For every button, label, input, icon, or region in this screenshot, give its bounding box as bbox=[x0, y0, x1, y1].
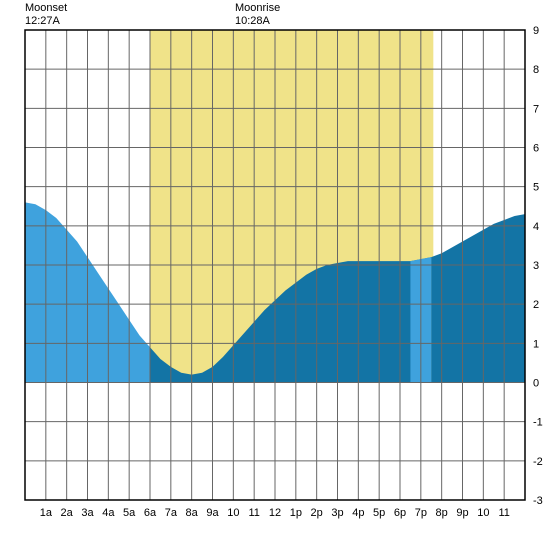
x-tick: 3p bbox=[331, 507, 343, 519]
x-tick: 1p bbox=[290, 507, 302, 519]
x-tick: 9p bbox=[456, 507, 468, 519]
x-tick: 9a bbox=[206, 507, 219, 519]
y-tick: 0 bbox=[533, 378, 539, 390]
x-tick: 10 bbox=[477, 507, 489, 519]
y-tick: 5 bbox=[533, 182, 539, 194]
x-tick: 5p bbox=[373, 507, 385, 519]
x-tick: 10 bbox=[227, 507, 239, 519]
x-tick: 7a bbox=[165, 507, 178, 519]
x-tick: 2p bbox=[311, 507, 323, 519]
y-tick: -2 bbox=[533, 456, 543, 468]
y-tick: 6 bbox=[533, 143, 539, 155]
chart-svg: -3-2-101234567891a2a3a4a5a6a7a8a9a101112… bbox=[0, 0, 550, 550]
moonset-title: Moonset bbox=[25, 2, 67, 15]
y-tick: 8 bbox=[533, 64, 539, 76]
x-tick: 2a bbox=[61, 507, 74, 519]
y-tick: 4 bbox=[533, 221, 539, 233]
y-tick: -3 bbox=[533, 495, 543, 507]
x-tick: 12 bbox=[269, 507, 281, 519]
moonrise-time: 10:28A bbox=[235, 15, 280, 28]
y-tick: 3 bbox=[533, 260, 539, 272]
x-tick: 4p bbox=[352, 507, 364, 519]
x-tick: 1a bbox=[40, 507, 53, 519]
y-tick: 2 bbox=[533, 299, 539, 311]
moonset-time: 12:27A bbox=[25, 15, 67, 28]
x-tick: 6a bbox=[144, 507, 157, 519]
y-tick: 7 bbox=[533, 103, 539, 115]
tide-chart: Moonset 12:27A Moonrise 10:28A -3-2-1012… bbox=[0, 0, 550, 550]
x-tick: 11 bbox=[248, 507, 259, 519]
y-tick: 9 bbox=[533, 25, 539, 37]
y-tick: 1 bbox=[533, 338, 539, 350]
x-tick: 4a bbox=[102, 507, 115, 519]
x-tick: 7p bbox=[415, 507, 427, 519]
x-tick: 6p bbox=[394, 507, 406, 519]
x-tick: 8p bbox=[436, 507, 448, 519]
x-tick: 3a bbox=[81, 507, 94, 519]
moonrise-title: Moonrise bbox=[235, 2, 280, 15]
y-tick: -1 bbox=[533, 417, 543, 429]
x-tick: 5a bbox=[123, 507, 136, 519]
moonset-label: Moonset 12:27A bbox=[25, 2, 67, 28]
x-tick: 8a bbox=[186, 507, 199, 519]
x-tick: 11 bbox=[498, 507, 509, 519]
moonrise-label: Moonrise 10:28A bbox=[235, 2, 280, 28]
